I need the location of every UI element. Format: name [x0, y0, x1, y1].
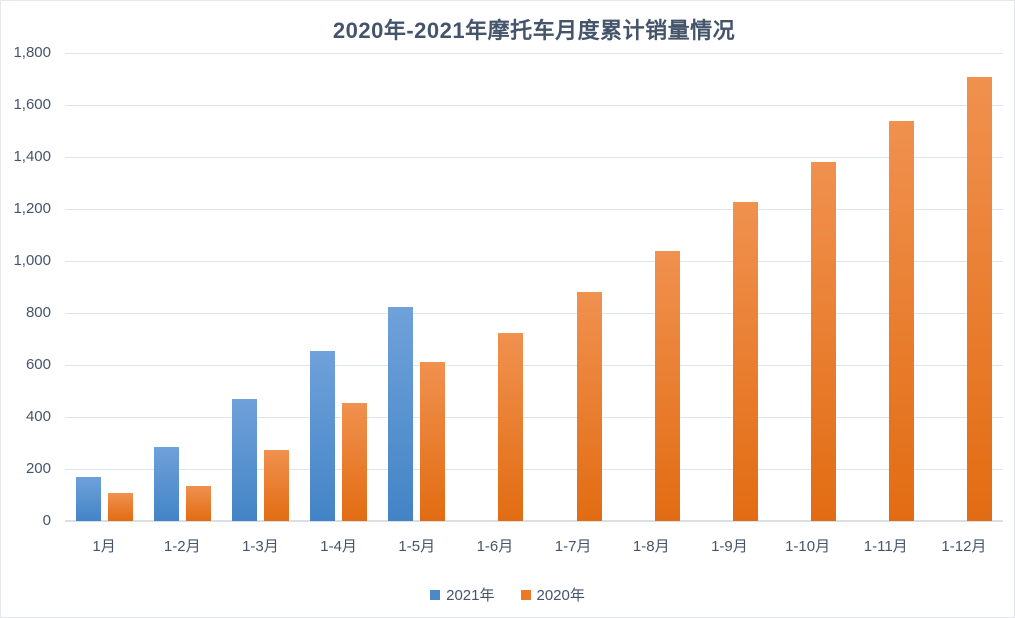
legend-item-2021: 2021年	[430, 584, 495, 605]
x-axis-category-label: 1-5月	[398, 538, 436, 555]
y-axis-tick-label: 1,000	[13, 252, 51, 269]
y-axis-tick-label: 0	[42, 512, 51, 529]
x-axis-category-label: 1-12月	[941, 538, 987, 555]
bar-2020年-1-11月	[889, 120, 915, 521]
legend-label-2021: 2021年	[446, 587, 495, 604]
legend-item-2020: 2020年	[520, 584, 585, 605]
gridline	[65, 313, 1003, 314]
chart-title: 2020年-2021年摩托车月度累计销量情况	[332, 18, 736, 43]
legend-swatch-2020-icon	[520, 589, 531, 600]
gridline	[65, 261, 1003, 262]
bar-2021年-1-2月	[153, 446, 179, 521]
x-axis-category-label: 1月	[92, 538, 116, 555]
gridline	[65, 417, 1003, 418]
bar-2020年-1月	[107, 493, 133, 521]
bar-2020年-1-3月	[263, 450, 289, 521]
y-axis-tick-label: 1,200	[13, 200, 51, 217]
bar-2021年-1-4月	[310, 351, 336, 521]
x-axis-category-label: 1-7月	[554, 538, 592, 555]
bar-2021年-1-5月	[388, 306, 414, 521]
gridline	[65, 157, 1003, 158]
bar-2021年-1月	[75, 476, 101, 521]
bar-2020年-1-4月	[342, 402, 368, 521]
bar-2020年-1-8月	[654, 250, 680, 521]
y-axis-tick-label: 1,800	[13, 44, 51, 61]
y-axis-tick-label: 1,400	[13, 148, 51, 165]
bar-2020年-1-6月	[498, 333, 524, 521]
x-axis-category-label: 1-3月	[242, 538, 279, 555]
gridline	[65, 365, 1003, 366]
plot-area	[65, 53, 1003, 522]
gridline	[65, 469, 1003, 470]
legend-label-2020: 2020年	[536, 587, 585, 604]
bar-2021年-1-3月	[231, 398, 257, 521]
legend-swatch-2021-icon	[430, 589, 441, 600]
x-axis-category-label: 1-11月	[863, 538, 908, 555]
bar-2020年-1-9月	[732, 201, 758, 521]
bar-2020年-1-2月	[185, 485, 211, 521]
bar-2020年-1-7月	[576, 292, 602, 521]
x-axis-baseline	[65, 520, 1003, 522]
x-axis-category-label: 1-9月	[711, 538, 748, 555]
x-axis-category-label: 1-8月	[632, 538, 670, 555]
y-axis-tick-label: 800	[25, 304, 51, 321]
x-axis-category-label: 1-4月	[320, 538, 357, 555]
bar-2020年-1-12月	[967, 77, 993, 521]
y-axis-tick-label: 200	[25, 460, 51, 477]
gridline	[65, 105, 1003, 106]
x-axis-category-label: 1-10月	[785, 538, 831, 555]
legend: 2021年 2020年	[1, 584, 1014, 605]
bar-2020年-1-5月	[420, 362, 446, 521]
bar-2020年-1-10月	[811, 161, 837, 521]
gridline	[65, 209, 1003, 210]
gridline	[65, 53, 1003, 54]
y-axis-tick-label: 1,600	[13, 96, 51, 113]
y-axis-tick-label: 400	[25, 408, 51, 425]
y-axis-tick-label: 600	[25, 356, 51, 373]
x-axis-category-label: 1-2月	[163, 538, 201, 555]
x-axis-category-label: 1-6月	[476, 538, 514, 555]
